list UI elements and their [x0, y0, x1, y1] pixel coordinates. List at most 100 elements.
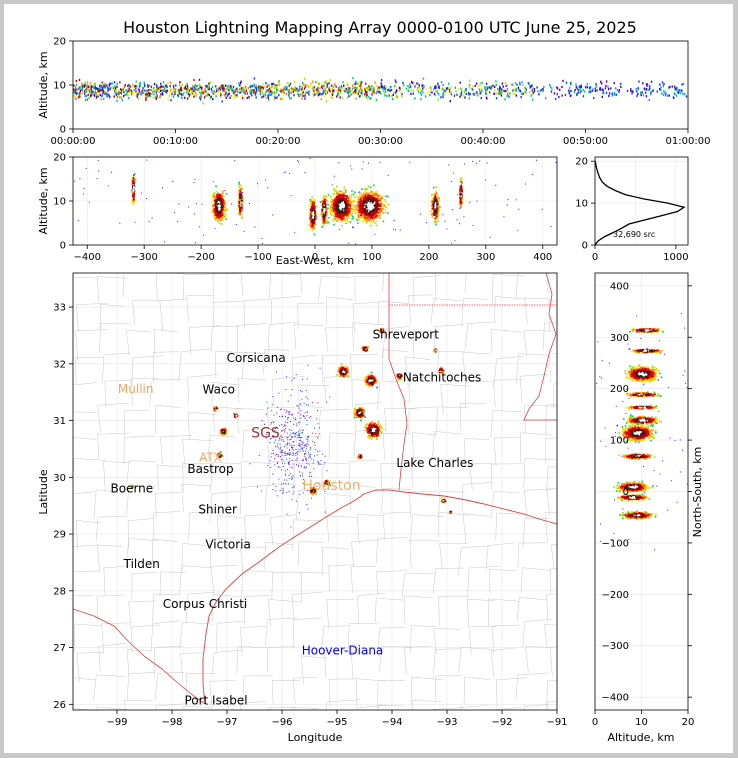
east-west-noise [452, 209, 454, 211]
time-height-source [185, 84, 187, 87]
east-west-source [133, 195, 135, 197]
east-west-source [240, 204, 243, 207]
time-height-source [182, 90, 184, 93]
east-west-source [348, 207, 350, 210]
time-height-source [399, 89, 401, 92]
time-height-source [360, 83, 362, 86]
time-height-source [100, 85, 102, 88]
time-height-source [114, 85, 116, 88]
time-height-source [302, 94, 304, 98]
time-height-source [289, 92, 291, 95]
time-height-source [288, 84, 291, 87]
east-west-source [313, 208, 315, 210]
east-west-source [338, 204, 340, 207]
time-height-source [507, 90, 509, 94]
east-west-source [238, 202, 241, 205]
time-height-source [316, 89, 319, 92]
east-west-source [331, 204, 333, 207]
east-west-source [348, 206, 351, 208]
time-height-source [540, 88, 543, 92]
time-height-source [258, 88, 260, 91]
time-height-source [158, 90, 160, 93]
east-west-source [309, 208, 312, 211]
east-west-source [369, 186, 372, 189]
time-height-source [343, 87, 346, 90]
east-west-source [357, 204, 359, 207]
time-height-source [532, 87, 534, 90]
time-height-source [81, 89, 83, 92]
time-height-source [272, 90, 274, 93]
time-height-source [668, 94, 670, 97]
time-height-source [365, 91, 367, 94]
time-height-source [225, 91, 228, 94]
east-west-source [212, 195, 214, 197]
time-height-source [253, 77, 256, 80]
east-west-source [312, 210, 314, 213]
time-height-source [442, 93, 444, 96]
east-west-source [312, 203, 315, 206]
east-west-source [331, 208, 333, 210]
east-west-source [334, 192, 336, 195]
east-west-source [239, 193, 242, 196]
time-height-source [331, 93, 334, 96]
time-height-source [320, 85, 323, 89]
time-height-source [90, 82, 92, 85]
time-height-source [159, 89, 161, 92]
time-height-source [506, 84, 508, 87]
time-height-source [247, 87, 249, 90]
time-height-source [253, 91, 255, 94]
time-height-source [630, 88, 632, 91]
east-west-source [132, 180, 134, 182]
time-height-source [529, 91, 531, 94]
east-west-source [341, 191, 344, 193]
time-height-source [141, 90, 143, 93]
time-height-source [378, 86, 380, 89]
time-height-source [81, 82, 83, 85]
time-height-source [215, 89, 218, 93]
time-height-source [84, 95, 86, 98]
time-height-source [368, 87, 370, 90]
time-height-source [128, 89, 130, 93]
time-height-source [95, 92, 98, 95]
time-height-source [303, 77, 306, 80]
time-height-source [389, 85, 392, 89]
time-height-source [480, 89, 483, 92]
east-west-source [352, 212, 354, 215]
east-west-source [215, 196, 217, 198]
time-height-source [468, 84, 470, 87]
time-height-source [127, 94, 129, 97]
time-height-source [455, 90, 457, 93]
time-height-source [257, 89, 259, 93]
time-height-source [675, 94, 678, 97]
east-west-source [240, 207, 242, 210]
time-height-source [179, 92, 181, 95]
time-height-source [227, 93, 230, 96]
east-west-noise [463, 216, 465, 218]
time-height-source [154, 87, 156, 90]
time-height-source [137, 84, 140, 87]
time-height-source [267, 94, 269, 98]
time-height-source [187, 88, 190, 91]
east-west-noise [309, 157, 311, 159]
time-height-source [589, 90, 592, 94]
time-height-source [436, 91, 439, 94]
east-west-source [312, 218, 314, 220]
time-height-source [421, 89, 423, 92]
time-height-source [250, 90, 252, 93]
time-height-source [433, 92, 436, 95]
time-height-source [198, 84, 200, 87]
time-height-source [652, 89, 654, 93]
time-height-source [169, 85, 171, 88]
time-height-source [194, 88, 196, 91]
east-west-source [333, 188, 335, 190]
east-west-source [336, 220, 339, 222]
time-height-source [74, 88, 77, 92]
east-west-source [239, 190, 242, 193]
time-height-source [294, 89, 296, 92]
east-west-source [213, 218, 216, 220]
time-height-source [378, 88, 381, 91]
time-height-source [339, 89, 342, 92]
time-height-source [683, 92, 686, 96]
time-height-source [137, 92, 139, 96]
time-height-source [278, 83, 281, 86]
